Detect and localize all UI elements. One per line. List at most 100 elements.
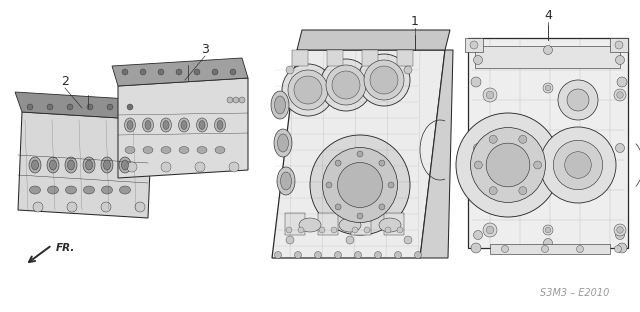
Circle shape: [564, 152, 591, 178]
Bar: [397, 50, 413, 66]
Polygon shape: [15, 92, 152, 120]
Circle shape: [122, 69, 128, 75]
Circle shape: [474, 231, 483, 240]
Circle shape: [474, 161, 483, 169]
Ellipse shape: [125, 147, 135, 154]
Ellipse shape: [83, 157, 95, 173]
Ellipse shape: [163, 120, 169, 129]
Circle shape: [310, 135, 410, 235]
Bar: [490, 244, 610, 254]
Ellipse shape: [379, 218, 401, 232]
Ellipse shape: [29, 157, 41, 173]
Circle shape: [286, 227, 292, 233]
Bar: [327, 50, 343, 66]
Circle shape: [486, 91, 494, 99]
Ellipse shape: [65, 157, 77, 173]
Circle shape: [87, 104, 93, 110]
Circle shape: [545, 85, 551, 91]
Circle shape: [543, 225, 553, 235]
Circle shape: [337, 163, 383, 207]
Circle shape: [298, 227, 304, 233]
Circle shape: [534, 161, 541, 169]
Circle shape: [319, 227, 325, 233]
Ellipse shape: [101, 157, 113, 173]
Circle shape: [404, 236, 412, 244]
Circle shape: [335, 160, 341, 166]
Polygon shape: [272, 50, 445, 258]
Ellipse shape: [102, 186, 113, 194]
Text: 1: 1: [411, 15, 419, 28]
Ellipse shape: [122, 160, 129, 170]
Text: FR.: FR.: [56, 243, 76, 253]
Circle shape: [195, 162, 205, 172]
Circle shape: [357, 213, 363, 219]
Ellipse shape: [199, 120, 205, 129]
Circle shape: [456, 113, 560, 217]
Ellipse shape: [214, 118, 225, 132]
Ellipse shape: [31, 160, 38, 170]
Circle shape: [332, 71, 360, 99]
Circle shape: [616, 144, 625, 153]
Circle shape: [101, 202, 111, 212]
Polygon shape: [112, 58, 248, 86]
Circle shape: [229, 162, 239, 172]
Circle shape: [474, 144, 483, 153]
Ellipse shape: [145, 120, 151, 129]
Ellipse shape: [47, 186, 58, 194]
Circle shape: [33, 202, 43, 212]
Circle shape: [617, 227, 623, 233]
Circle shape: [335, 204, 341, 210]
Ellipse shape: [104, 160, 111, 170]
Circle shape: [519, 135, 527, 143]
Circle shape: [502, 246, 509, 252]
Circle shape: [617, 77, 627, 87]
Ellipse shape: [65, 186, 77, 194]
Circle shape: [614, 89, 626, 101]
Circle shape: [326, 182, 332, 188]
Circle shape: [286, 66, 294, 74]
Bar: [351, 213, 371, 235]
Circle shape: [483, 88, 497, 102]
Ellipse shape: [215, 147, 225, 154]
Ellipse shape: [278, 134, 289, 152]
Ellipse shape: [299, 218, 321, 232]
Ellipse shape: [119, 157, 131, 173]
Circle shape: [161, 162, 171, 172]
Ellipse shape: [83, 186, 95, 194]
Circle shape: [294, 76, 322, 104]
Ellipse shape: [120, 186, 131, 194]
Ellipse shape: [47, 157, 59, 173]
Circle shape: [470, 41, 478, 49]
Circle shape: [288, 70, 328, 110]
Circle shape: [275, 251, 282, 259]
Circle shape: [357, 151, 363, 157]
Circle shape: [47, 104, 53, 110]
Circle shape: [352, 227, 358, 233]
Circle shape: [617, 243, 627, 253]
Circle shape: [370, 66, 398, 94]
Circle shape: [212, 69, 218, 75]
Circle shape: [107, 104, 113, 110]
Circle shape: [282, 64, 334, 116]
Ellipse shape: [217, 120, 223, 129]
Ellipse shape: [275, 96, 285, 114]
Circle shape: [323, 148, 397, 222]
Circle shape: [567, 89, 589, 111]
Circle shape: [616, 56, 625, 65]
Circle shape: [577, 246, 584, 252]
Circle shape: [388, 182, 394, 188]
Circle shape: [394, 251, 401, 259]
Circle shape: [346, 66, 354, 74]
Circle shape: [358, 54, 410, 106]
Circle shape: [471, 77, 481, 87]
Ellipse shape: [125, 118, 136, 132]
Circle shape: [471, 243, 481, 253]
Circle shape: [379, 204, 385, 210]
Ellipse shape: [181, 120, 187, 129]
Circle shape: [617, 92, 623, 98]
Text: 3: 3: [201, 43, 209, 56]
Circle shape: [554, 140, 603, 190]
Bar: [465, 38, 483, 52]
Circle shape: [614, 246, 621, 252]
Polygon shape: [420, 50, 453, 258]
